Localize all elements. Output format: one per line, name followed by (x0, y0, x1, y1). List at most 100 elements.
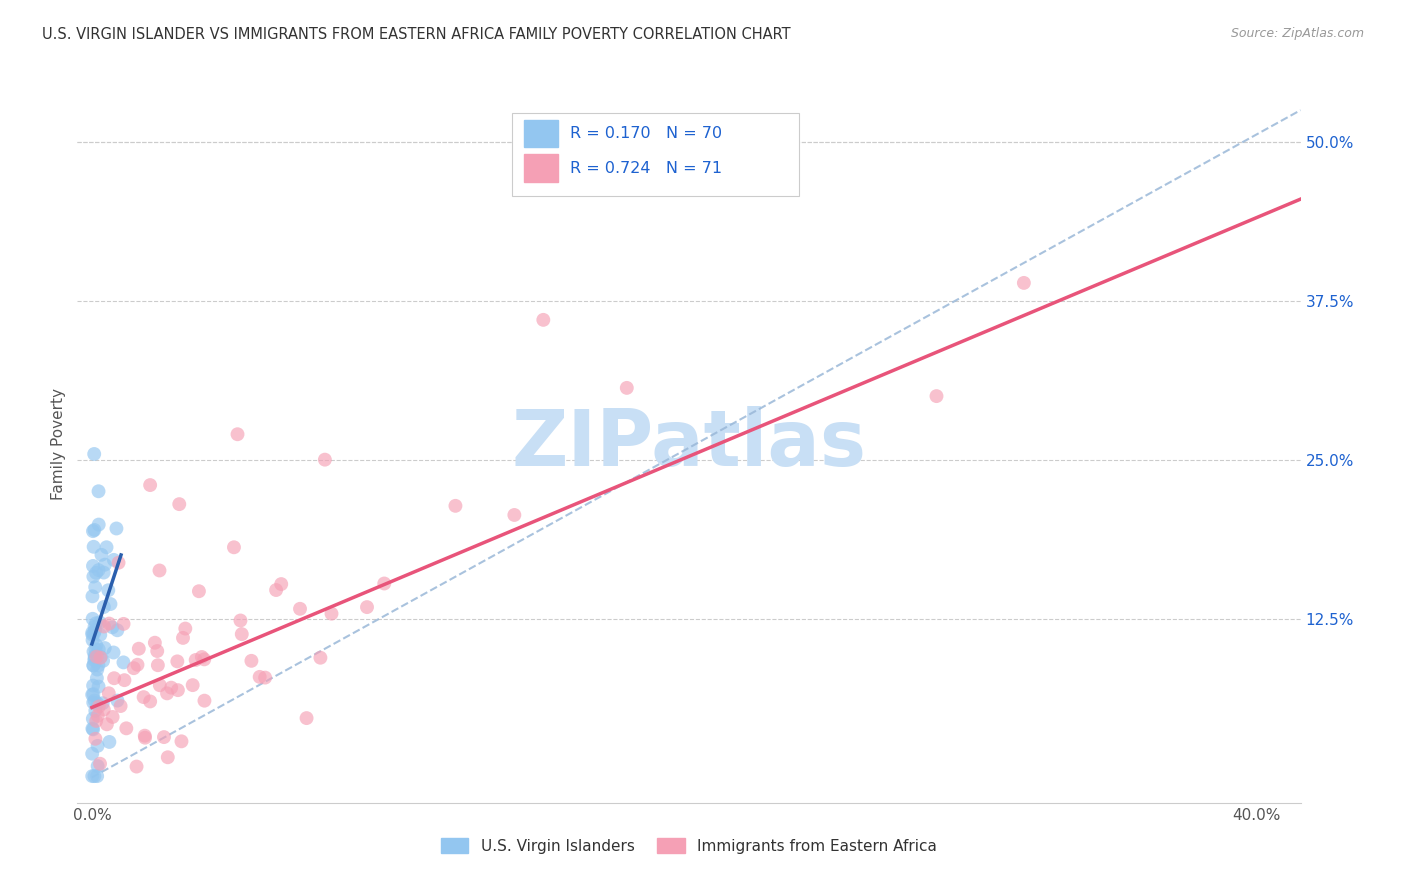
Point (148, 564, 170, 578)
Point (107, 556, 129, 570)
Point (83, 620, 105, 634)
Point (82, 569, 104, 583)
Point (174, 622, 197, 636)
Point (1012, 276, 1035, 290)
Legend: U.S. Virgin Islanders, Immigrants from Eastern Africa: U.S. Virgin Islanders, Immigrants from E… (434, 831, 943, 860)
Point (84, 642, 107, 657)
Point (83, 693, 105, 707)
Point (97, 583, 120, 598)
Point (83, 653, 105, 667)
Point (191, 650, 214, 665)
Point (226, 427, 249, 442)
Point (87, 680, 110, 694)
Point (127, 657, 149, 672)
Point (249, 670, 271, 684)
Point (82, 687, 104, 701)
Point (139, 478, 162, 492)
Point (181, 678, 204, 692)
Point (254, 671, 277, 685)
Point (143, 636, 166, 650)
Point (83, 523, 105, 537)
Point (82, 612, 104, 626)
Point (82, 712, 104, 726)
Point (82, 524, 104, 538)
Point (91, 654, 114, 668)
Point (193, 652, 215, 666)
Point (96, 717, 118, 731)
Point (229, 614, 252, 628)
Point (101, 710, 124, 724)
Point (112, 656, 135, 670)
Point (356, 600, 378, 615)
Point (231, 627, 253, 641)
Point (83, 626, 105, 640)
Point (89, 628, 111, 642)
Point (240, 654, 263, 668)
Point (87, 642, 110, 657)
Point (90, 548, 112, 562)
Point (89, 650, 111, 665)
Point (82, 589, 104, 603)
Point (149, 678, 172, 692)
Point (86, 696, 108, 710)
Point (83, 540, 105, 554)
Point (309, 650, 332, 665)
Point (82, 722, 104, 736)
Point (84, 616, 107, 631)
Point (84, 714, 107, 728)
Point (93, 702, 115, 716)
Point (169, 497, 191, 511)
Bar (524, 120, 558, 147)
Point (82, 769, 104, 783)
Point (86, 663, 108, 677)
Point (101, 620, 124, 634)
Point (314, 452, 336, 467)
Point (86, 638, 108, 652)
Point (86, 649, 108, 664)
Point (87, 563, 110, 577)
Point (93, 641, 115, 656)
Point (82, 679, 104, 693)
Point (82, 627, 104, 641)
Point (84, 624, 107, 638)
Point (160, 681, 183, 695)
Point (82, 658, 104, 673)
Point (93, 619, 115, 633)
Point (86, 769, 108, 783)
Point (444, 499, 467, 513)
Point (84, 731, 107, 746)
Point (193, 694, 215, 708)
Point (82, 625, 104, 640)
Point (87, 517, 110, 532)
Point (166, 654, 188, 668)
Point (146, 644, 169, 658)
Text: R = 0.170   N = 70: R = 0.170 N = 70 (571, 126, 723, 141)
Point (112, 616, 135, 631)
Point (94, 558, 117, 572)
Point (531, 313, 554, 327)
Point (134, 731, 156, 745)
Point (82, 723, 104, 737)
Text: U.S. VIRGIN ISLANDER VS IMMIGRANTS FROM EASTERN AFRICA FAMILY POVERTY CORRELATIO: U.S. VIRGIN ISLANDER VS IMMIGRANTS FROM … (42, 27, 790, 42)
Point (83, 769, 105, 783)
Point (172, 631, 194, 645)
Point (132, 690, 155, 705)
Text: R = 0.724   N = 71: R = 0.724 N = 71 (571, 161, 723, 176)
Point (156, 750, 179, 764)
Point (83, 644, 105, 658)
Point (112, 673, 135, 688)
Point (222, 541, 245, 555)
Point (103, 671, 125, 685)
Point (187, 584, 209, 599)
Point (82, 633, 104, 648)
Point (156, 686, 179, 700)
Point (103, 553, 125, 567)
Text: Source: ZipAtlas.com: Source: ZipAtlas.com (1230, 27, 1364, 40)
Point (170, 734, 193, 748)
Point (93, 599, 115, 614)
Point (82, 688, 104, 702)
Point (83, 648, 105, 663)
Point (93, 566, 115, 580)
Point (100, 597, 122, 611)
Point (96, 541, 118, 555)
